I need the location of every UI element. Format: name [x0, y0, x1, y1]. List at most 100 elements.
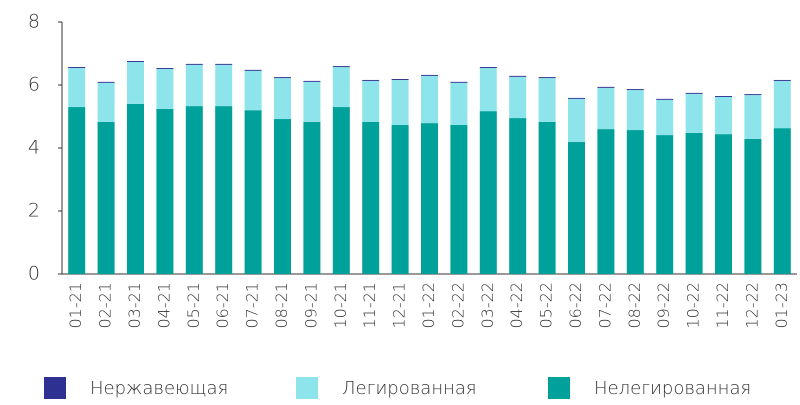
- bar-segment: [185, 64, 203, 107]
- bar-segment: [215, 64, 233, 107]
- bar-segment: [244, 69, 262, 71]
- x-tick-label: 02-21: [96, 282, 115, 329]
- bar-segment: [274, 119, 291, 275]
- bar-segment: [421, 75, 438, 124]
- bar-segment: [332, 107, 350, 274]
- bar-segment: [773, 79, 791, 81]
- x-tick-label: 09-22: [654, 282, 673, 329]
- bar-segment: [391, 79, 409, 80]
- bar-segment: [744, 94, 762, 96]
- x-tick-label: 07-21: [243, 282, 262, 329]
- legend-swatch: [296, 377, 318, 399]
- bar-segment: [156, 67, 174, 69]
- bar-segment: [479, 67, 497, 112]
- bar-segment: [303, 81, 321, 122]
- bar-segment: [362, 121, 380, 274]
- x-tick-label: 06-22: [566, 282, 585, 329]
- x-tick-label: 10-21: [331, 282, 350, 329]
- bar-segment: [538, 78, 556, 122]
- x-tick-label: 05-21: [184, 282, 203, 329]
- bar-segment: [97, 82, 115, 122]
- bar-segment: [421, 74, 438, 76]
- bar-segment: [215, 63, 233, 65]
- bar-segment: [68, 67, 86, 68]
- x-tick-label: 04-21: [154, 282, 173, 329]
- bar-segment: [656, 98, 674, 100]
- bar-segment: [274, 78, 291, 120]
- bar-segment: [127, 61, 144, 63]
- bar-segment: [450, 81, 468, 83]
- bar-segment: [685, 132, 703, 274]
- x-tick-label: 12-22: [742, 282, 761, 329]
- bar-segment: [156, 108, 174, 274]
- bar-segment: [244, 70, 262, 111]
- bar-segment: [597, 86, 615, 88]
- bar-segment: [685, 93, 703, 133]
- y-tick-label: 2: [28, 200, 40, 222]
- legend-label: Легированная: [342, 378, 477, 399]
- y-tick-label: 0: [28, 263, 40, 285]
- x-tick-label: 11-22: [713, 282, 732, 329]
- bar-segment: [391, 79, 409, 126]
- bar-segment: [68, 67, 86, 108]
- x-tick-label: 01-22: [419, 282, 438, 329]
- bar-segment: [421, 123, 438, 275]
- bar-segment: [479, 111, 497, 275]
- bar-segment: [362, 79, 380, 81]
- x-tick-label: 06-21: [213, 282, 232, 329]
- bar-segment: [97, 81, 115, 83]
- bar-segment: [773, 80, 791, 129]
- bar-segment: [509, 118, 527, 274]
- bar-segment: [568, 97, 585, 99]
- bar-segment: [656, 99, 674, 136]
- bar-segment: [538, 121, 556, 274]
- bar-segment: [185, 106, 203, 274]
- bar-segment: [156, 68, 174, 109]
- x-tick-label: 11-21: [360, 282, 379, 329]
- x-tick-label: 02-22: [448, 282, 467, 329]
- bar-segment: [215, 106, 233, 274]
- y-tick-label: 6: [28, 74, 40, 96]
- bar-segment: [97, 121, 115, 274]
- bar-segment: [744, 138, 762, 274]
- x-tick-label: 04-22: [507, 282, 526, 329]
- bar-segment: [127, 62, 144, 104]
- bar-segment: [568, 98, 585, 143]
- legend-label: Нелегированная: [594, 378, 751, 399]
- bar-segment: [450, 82, 468, 126]
- x-tick-label: 01-21: [66, 282, 85, 329]
- bar-segment: [744, 95, 762, 139]
- bar-segment: [773, 128, 791, 274]
- x-tick-label: 07-22: [595, 282, 614, 329]
- bar-segment: [509, 75, 527, 77]
- y-tick-label: 4: [28, 137, 40, 159]
- bar-segment: [715, 134, 732, 274]
- legend-swatch: [44, 377, 66, 399]
- bar-segment: [685, 92, 703, 94]
- bar-segment: [244, 110, 262, 274]
- bar-segment: [303, 121, 321, 274]
- bar-segment: [303, 80, 321, 82]
- bar-segment: [332, 67, 350, 108]
- legend-swatch: [548, 377, 570, 399]
- x-tick-label: 05-22: [537, 282, 556, 329]
- bar-segment: [509, 76, 527, 119]
- bar-segment: [68, 107, 86, 274]
- bar-segment: [450, 125, 468, 274]
- x-tick-label: 01-23: [772, 282, 791, 329]
- x-tick-label: 03-22: [478, 282, 497, 329]
- bar-segment: [185, 63, 203, 65]
- bar-segment: [274, 77, 291, 79]
- bar-segment: [626, 89, 644, 91]
- bar-segment: [715, 96, 732, 97]
- bar-segment: [626, 90, 644, 131]
- x-tick-label: 12-21: [390, 282, 409, 329]
- x-tick-label: 09-21: [301, 282, 320, 329]
- x-tick-label: 10-22: [684, 282, 703, 329]
- bar-segment: [597, 87, 615, 130]
- bar-segment: [626, 130, 644, 274]
- bar-segment: [568, 142, 585, 274]
- bar-segment: [538, 77, 556, 79]
- bar-segment: [597, 129, 615, 274]
